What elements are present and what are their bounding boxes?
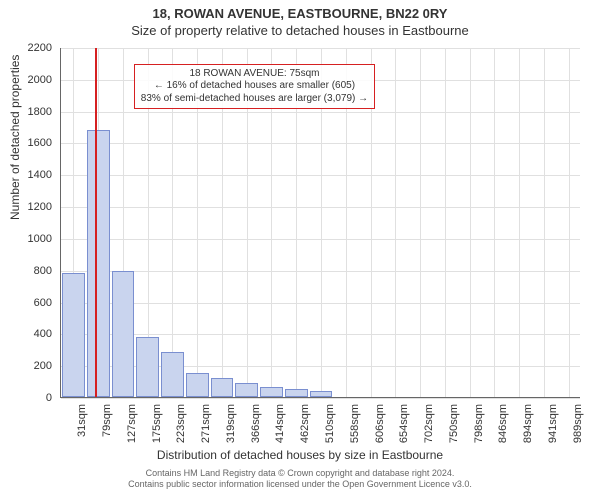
- gridline-v: [569, 48, 570, 397]
- gridline-v: [494, 48, 495, 397]
- y-tick-label: 1600: [0, 137, 52, 149]
- y-tick-label: 1200: [0, 201, 52, 213]
- credits-line-2: Contains public sector information licen…: [0, 479, 600, 490]
- histogram-bar: [112, 271, 135, 397]
- histogram-bar: [285, 389, 308, 397]
- y-tick-label: 0: [0, 392, 52, 404]
- x-axis-ticks: 31sqm79sqm127sqm175sqm223sqm271sqm319sqm…: [60, 398, 580, 444]
- y-axis-ticks: 0200400600800100012001400160018002000220…: [0, 48, 56, 398]
- gridline-v: [519, 48, 520, 397]
- y-tick-label: 400: [0, 328, 52, 340]
- gridline-v: [445, 48, 446, 397]
- x-axis-label: Distribution of detached houses by size …: [0, 448, 600, 462]
- annotation-box: 18 ROWAN AVENUE: 75sqm← 16% of detached …: [134, 64, 375, 110]
- y-tick-label: 1000: [0, 233, 52, 245]
- y-tick-label: 600: [0, 297, 52, 309]
- annotation-line: ← 16% of detached houses are smaller (60…: [141, 80, 368, 93]
- annotation-line: 83% of semi-detached houses are larger (…: [141, 93, 368, 106]
- histogram-bar: [211, 378, 234, 397]
- histogram-bar: [62, 273, 85, 397]
- chart-subtitle: Size of property relative to detached ho…: [0, 21, 600, 42]
- gridline-v: [395, 48, 396, 397]
- plot: 18 ROWAN AVENUE: 75sqm← 16% of detached …: [60, 48, 580, 398]
- credits: Contains HM Land Registry data © Crown c…: [0, 468, 600, 491]
- y-tick-label: 800: [0, 265, 52, 277]
- histogram-bar: [310, 391, 333, 397]
- y-tick-label: 2000: [0, 74, 52, 86]
- histogram-bar: [136, 337, 159, 397]
- histogram-bar: [260, 387, 283, 397]
- gridline-v: [544, 48, 545, 397]
- histogram-bar: [235, 383, 258, 397]
- chart-title: 18, ROWAN AVENUE, EASTBOURNE, BN22 0RY: [0, 0, 600, 21]
- annotation-line: 18 ROWAN AVENUE: 75sqm: [141, 68, 368, 81]
- y-tick-label: 200: [0, 360, 52, 372]
- chart-plot-area: 18 ROWAN AVENUE: 75sqm← 16% of detached …: [60, 48, 580, 398]
- y-tick-label: 1400: [0, 169, 52, 181]
- credits-line-1: Contains HM Land Registry data © Crown c…: [0, 468, 600, 479]
- gridline-v: [420, 48, 421, 397]
- y-tick-label: 2200: [0, 42, 52, 54]
- histogram-bar: [186, 373, 209, 397]
- marker-line: [95, 48, 97, 397]
- y-tick-label: 1800: [0, 106, 52, 118]
- histogram-bar: [87, 130, 110, 397]
- histogram-bar: [161, 352, 184, 397]
- gridline-v: [470, 48, 471, 397]
